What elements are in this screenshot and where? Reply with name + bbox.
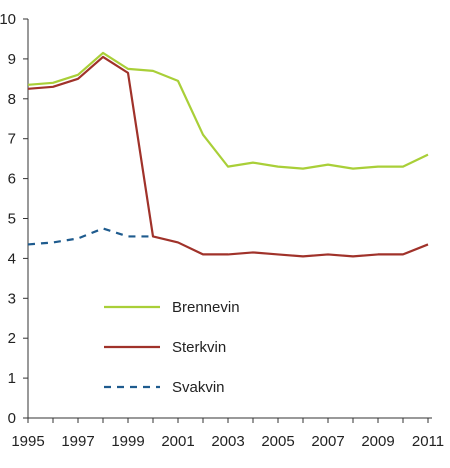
x-tick-label: 1995 [11,433,44,450]
y-tick-label: 9 [8,51,16,68]
y-tick-label: 2 [8,330,16,347]
x-tick-label: 2011 [412,433,444,450]
y-tick-label: 0 [8,410,16,427]
x-tick-label: 2005 [261,433,294,450]
x-tick-label: 2003 [211,433,244,450]
y-tick-label: 4 [8,250,16,267]
legend: Brennevin Sterkvin Svakvin [104,299,240,396]
series-layer [27,51,429,258]
series-line-svakvin [27,227,153,246]
x-tick-label: 1997 [61,433,94,450]
y-tick-label: 7 [8,131,16,148]
x-tick-label: 1999 [111,433,144,450]
y-tick-label: 1 [8,370,16,387]
y-tick-label: 8 [8,91,16,108]
y-tick-label: 10 [0,11,16,28]
x-tick-label: 2007 [311,433,344,450]
y-tick-label: 5 [8,211,16,228]
y-tick-label: 3 [8,290,16,307]
y-tick-label: 6 [8,171,16,188]
legend-label-svakvin: Svakvin [172,379,225,396]
series-line-sterkvin [27,55,429,258]
x-tick-label: 2009 [361,433,394,450]
x-tick-label: 2001 [161,433,194,450]
axes: 0 1 2 3 4 5 6 7 8 9 10 1995 1997 1999 2001 2003 2005 2007… [0,11,444,450]
legend-label-sterkvin: Sterkvin [172,339,226,356]
legend-label-brennevin: Brennevin [172,299,240,316]
